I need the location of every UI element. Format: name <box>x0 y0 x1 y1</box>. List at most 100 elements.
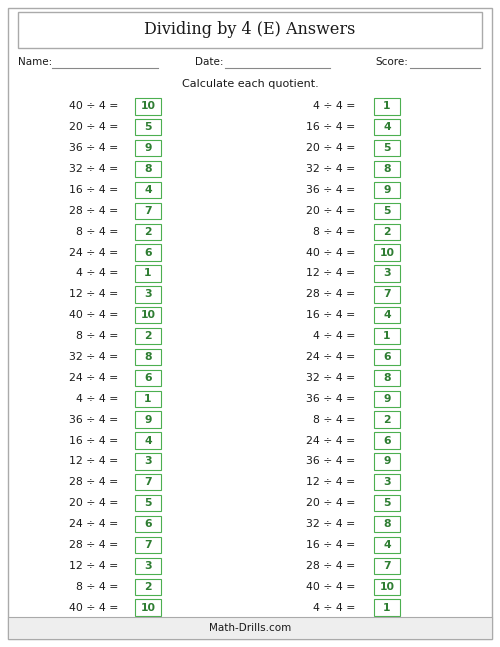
Text: 5: 5 <box>144 122 152 133</box>
Bar <box>374 98 400 115</box>
Text: 9: 9 <box>384 394 391 404</box>
Bar <box>374 369 400 386</box>
Text: 32 ÷ 4 =: 32 ÷ 4 = <box>306 164 355 174</box>
Text: Name:: Name: <box>18 57 52 67</box>
Text: 10: 10 <box>140 602 156 613</box>
Bar <box>135 328 161 344</box>
Bar <box>135 369 161 386</box>
Text: 7: 7 <box>383 289 391 300</box>
Text: 1: 1 <box>384 602 391 613</box>
Text: 40 ÷ 4 =: 40 ÷ 4 = <box>68 311 118 320</box>
Text: 4: 4 <box>383 311 391 320</box>
Text: 9: 9 <box>384 456 391 466</box>
Bar <box>374 286 400 303</box>
Text: 12 ÷ 4 =: 12 ÷ 4 = <box>69 456 118 466</box>
Bar <box>135 119 161 135</box>
Bar <box>374 474 400 490</box>
Text: 36 ÷ 4 =: 36 ÷ 4 = <box>306 456 355 466</box>
Text: 12 ÷ 4 =: 12 ÷ 4 = <box>306 269 355 278</box>
Text: 9: 9 <box>144 415 152 424</box>
Text: 8 ÷ 4 =: 8 ÷ 4 = <box>76 226 118 237</box>
Text: 8: 8 <box>384 519 391 529</box>
Bar <box>135 286 161 303</box>
Bar <box>374 411 400 428</box>
Text: 24 ÷ 4 =: 24 ÷ 4 = <box>306 435 355 446</box>
Bar <box>374 328 400 344</box>
Bar <box>135 182 161 198</box>
Bar <box>374 516 400 532</box>
Text: 5: 5 <box>144 498 152 508</box>
Text: 16 ÷ 4 =: 16 ÷ 4 = <box>306 311 355 320</box>
Bar <box>18 12 482 48</box>
Text: 3: 3 <box>144 561 152 571</box>
Text: 28 ÷ 4 =: 28 ÷ 4 = <box>306 561 355 571</box>
Bar <box>135 454 161 470</box>
Text: 3: 3 <box>144 456 152 466</box>
Bar <box>374 307 400 324</box>
Text: 20 ÷ 4 =: 20 ÷ 4 = <box>306 206 355 216</box>
Text: 3: 3 <box>383 269 391 278</box>
Text: 4 ÷ 4 =: 4 ÷ 4 = <box>312 602 355 613</box>
Bar <box>135 307 161 324</box>
Text: 36 ÷ 4 =: 36 ÷ 4 = <box>69 415 118 424</box>
Text: 40 ÷ 4 =: 40 ÷ 4 = <box>306 582 355 591</box>
Bar <box>135 98 161 115</box>
Text: Score:: Score: <box>375 57 408 67</box>
Text: 4 ÷ 4 =: 4 ÷ 4 = <box>76 269 118 278</box>
Text: 8 ÷ 4 =: 8 ÷ 4 = <box>76 582 118 591</box>
Text: 1: 1 <box>144 269 152 278</box>
Text: 10: 10 <box>380 248 394 258</box>
Text: 32 ÷ 4 =: 32 ÷ 4 = <box>69 352 118 362</box>
Text: 10: 10 <box>140 311 156 320</box>
Text: 1: 1 <box>144 394 152 404</box>
Text: 5: 5 <box>384 206 391 216</box>
Text: 36 ÷ 4 =: 36 ÷ 4 = <box>69 143 118 153</box>
Text: 2: 2 <box>144 582 152 591</box>
Bar <box>374 599 400 616</box>
Text: Math-Drills.com: Math-Drills.com <box>209 623 291 633</box>
Bar <box>135 265 161 281</box>
Text: 8: 8 <box>384 373 391 383</box>
Bar <box>135 558 161 574</box>
Text: 16 ÷ 4 =: 16 ÷ 4 = <box>69 185 118 195</box>
Bar <box>135 516 161 532</box>
Bar <box>374 349 400 365</box>
Bar <box>374 224 400 240</box>
Bar <box>135 203 161 219</box>
Text: 24 ÷ 4 =: 24 ÷ 4 = <box>69 519 118 529</box>
Text: 9: 9 <box>384 185 391 195</box>
Text: 28 ÷ 4 =: 28 ÷ 4 = <box>69 206 118 216</box>
Text: 7: 7 <box>383 561 391 571</box>
Text: 9: 9 <box>144 143 152 153</box>
Text: 24 ÷ 4 =: 24 ÷ 4 = <box>306 352 355 362</box>
Text: 4: 4 <box>383 540 391 550</box>
Bar <box>135 245 161 261</box>
Bar <box>8 617 492 639</box>
Text: Date:: Date: <box>195 57 224 67</box>
Bar <box>135 599 161 616</box>
Text: Calculate each quotient.: Calculate each quotient. <box>182 79 318 89</box>
Bar <box>135 495 161 511</box>
Text: 16 ÷ 4 =: 16 ÷ 4 = <box>306 540 355 550</box>
Text: 28 ÷ 4 =: 28 ÷ 4 = <box>69 477 118 487</box>
Text: 7: 7 <box>144 206 152 216</box>
Text: 3: 3 <box>144 289 152 300</box>
Bar <box>135 411 161 428</box>
Text: 10: 10 <box>140 102 156 111</box>
Text: 6: 6 <box>144 519 152 529</box>
Text: 1: 1 <box>384 102 391 111</box>
Text: 28 ÷ 4 =: 28 ÷ 4 = <box>306 289 355 300</box>
Text: 8 ÷ 4 =: 8 ÷ 4 = <box>312 415 355 424</box>
Bar <box>374 182 400 198</box>
Bar <box>374 161 400 177</box>
Text: 8 ÷ 4 =: 8 ÷ 4 = <box>312 226 355 237</box>
Text: 32 ÷ 4 =: 32 ÷ 4 = <box>306 373 355 383</box>
Text: 4 ÷ 4 =: 4 ÷ 4 = <box>76 394 118 404</box>
Text: 36 ÷ 4 =: 36 ÷ 4 = <box>306 394 355 404</box>
Bar <box>135 349 161 365</box>
Text: 12 ÷ 4 =: 12 ÷ 4 = <box>306 477 355 487</box>
Text: 32 ÷ 4 =: 32 ÷ 4 = <box>306 519 355 529</box>
Text: 40 ÷ 4 =: 40 ÷ 4 = <box>68 602 118 613</box>
Text: 4: 4 <box>144 435 152 446</box>
Text: 2: 2 <box>144 226 152 237</box>
